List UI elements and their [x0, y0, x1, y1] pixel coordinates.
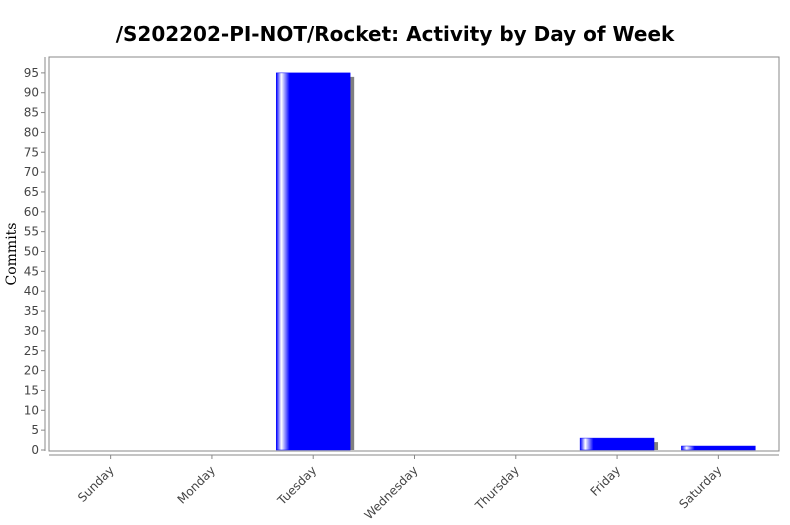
bar-tuesday [275, 72, 351, 451]
y-tick-label: 65 [24, 185, 39, 199]
y-tick-label: 50 [24, 245, 39, 259]
y-tick-label: 90 [24, 86, 39, 100]
chart-title: /S202202-PI-NOT/Rocket: Activity by Day … [115, 22, 675, 46]
y-tick-label: 85 [24, 106, 39, 120]
y-tick-label: 95 [24, 66, 39, 80]
y-tick-label: 0 [31, 443, 39, 457]
y-tick-label: 10 [24, 403, 39, 417]
y-axis: 0 5 10 15 20 25 30 35 40 45 50 55 60 65 70 75 80 85 90 95 [24, 57, 46, 457]
x-tick-label: Tuesday [274, 463, 319, 508]
bar-saturday [681, 445, 756, 451]
x-axis: Sunday Monday Tuesday Wednesday Thursday Frid… [49, 454, 779, 522]
y-tick-label: 45 [24, 264, 39, 278]
y-tick-label: 30 [24, 324, 39, 338]
y-tick-label: 40 [24, 284, 39, 298]
y-tick-label: 60 [24, 205, 39, 219]
x-tick-label: Saturday [676, 463, 724, 511]
plot-area [48, 56, 780, 452]
y-tick-label: 5 [31, 423, 39, 437]
x-tick-label: Thursday [472, 463, 522, 513]
bars [275, 72, 756, 451]
x-tick-label: Monday [175, 463, 218, 506]
y-tick-label: 25 [24, 344, 39, 358]
y-tick-label: 70 [24, 165, 39, 179]
x-tick-label: Friday [588, 463, 624, 499]
y-tick-label: 20 [24, 364, 39, 378]
y-tick-label: 15 [24, 383, 39, 397]
bar-friday [579, 437, 655, 451]
y-axis-label: Commits [4, 223, 20, 286]
y-tick-label: 55 [24, 225, 39, 239]
y-tick-label: 35 [24, 304, 39, 318]
y-tick-label: 75 [24, 145, 39, 159]
y-tick-label: 80 [24, 125, 39, 139]
x-tick-label: Wednesday [362, 463, 421, 522]
x-tick-label: Sunday [75, 463, 117, 505]
